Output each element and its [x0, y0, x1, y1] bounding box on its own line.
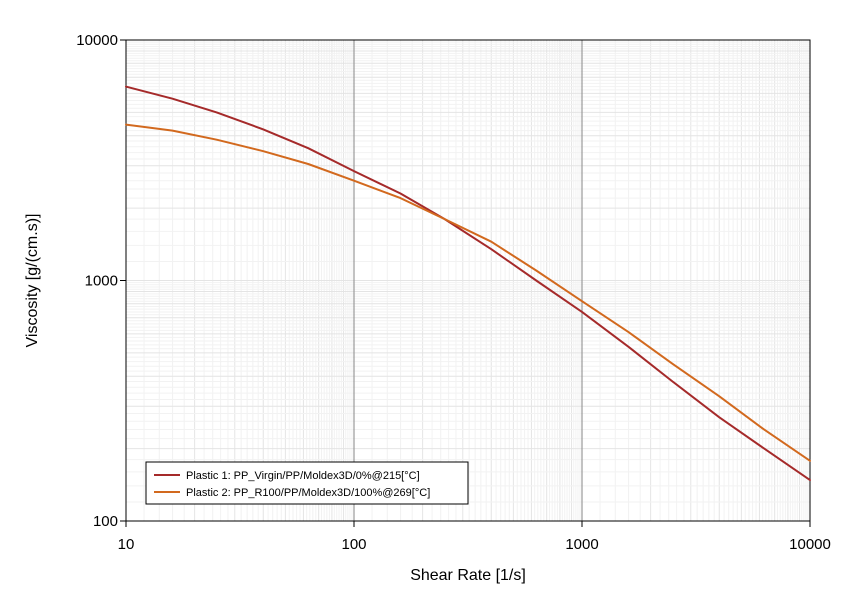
series-line-plastic-2: [125, 123, 811, 462]
minor-grid: [126, 40, 810, 521]
legend: Plastic 1: PP_Virgin/PP/Moldex3D/0%@215[…: [145, 461, 469, 505]
legend-box: [145, 461, 469, 505]
major-grid: [353, 40, 583, 521]
x-tick-label: 1000: [565, 536, 598, 553]
y-axis-title: Viscosity [g/(cm.s)]: [24, 214, 41, 348]
y-axis-ticks: 100 1000 10000: [76, 32, 126, 530]
series-layer: [125, 85, 811, 482]
legend-label-plastic-1: Plastic 1: PP_Virgin/PP/Moldex3D/0%@215[…: [186, 470, 420, 482]
x-tick-label: 10000: [789, 536, 831, 553]
x-axis-ticks: 10 100 1000 10000: [118, 521, 831, 553]
x-tick-label: 100: [341, 536, 366, 553]
legend-label-plastic-2: Plastic 2: PP_R100/PP/Moldex3D/100%@269[…: [186, 487, 430, 499]
y-tick-label: 100: [93, 513, 118, 530]
y-tick-label: 10000: [76, 32, 118, 49]
x-tick-label: 10: [118, 536, 135, 553]
series-line-plastic-1: [125, 85, 811, 482]
x-axis-title: Shear Rate [1/s]: [410, 567, 526, 584]
y-tick-label: 1000: [85, 273, 118, 290]
